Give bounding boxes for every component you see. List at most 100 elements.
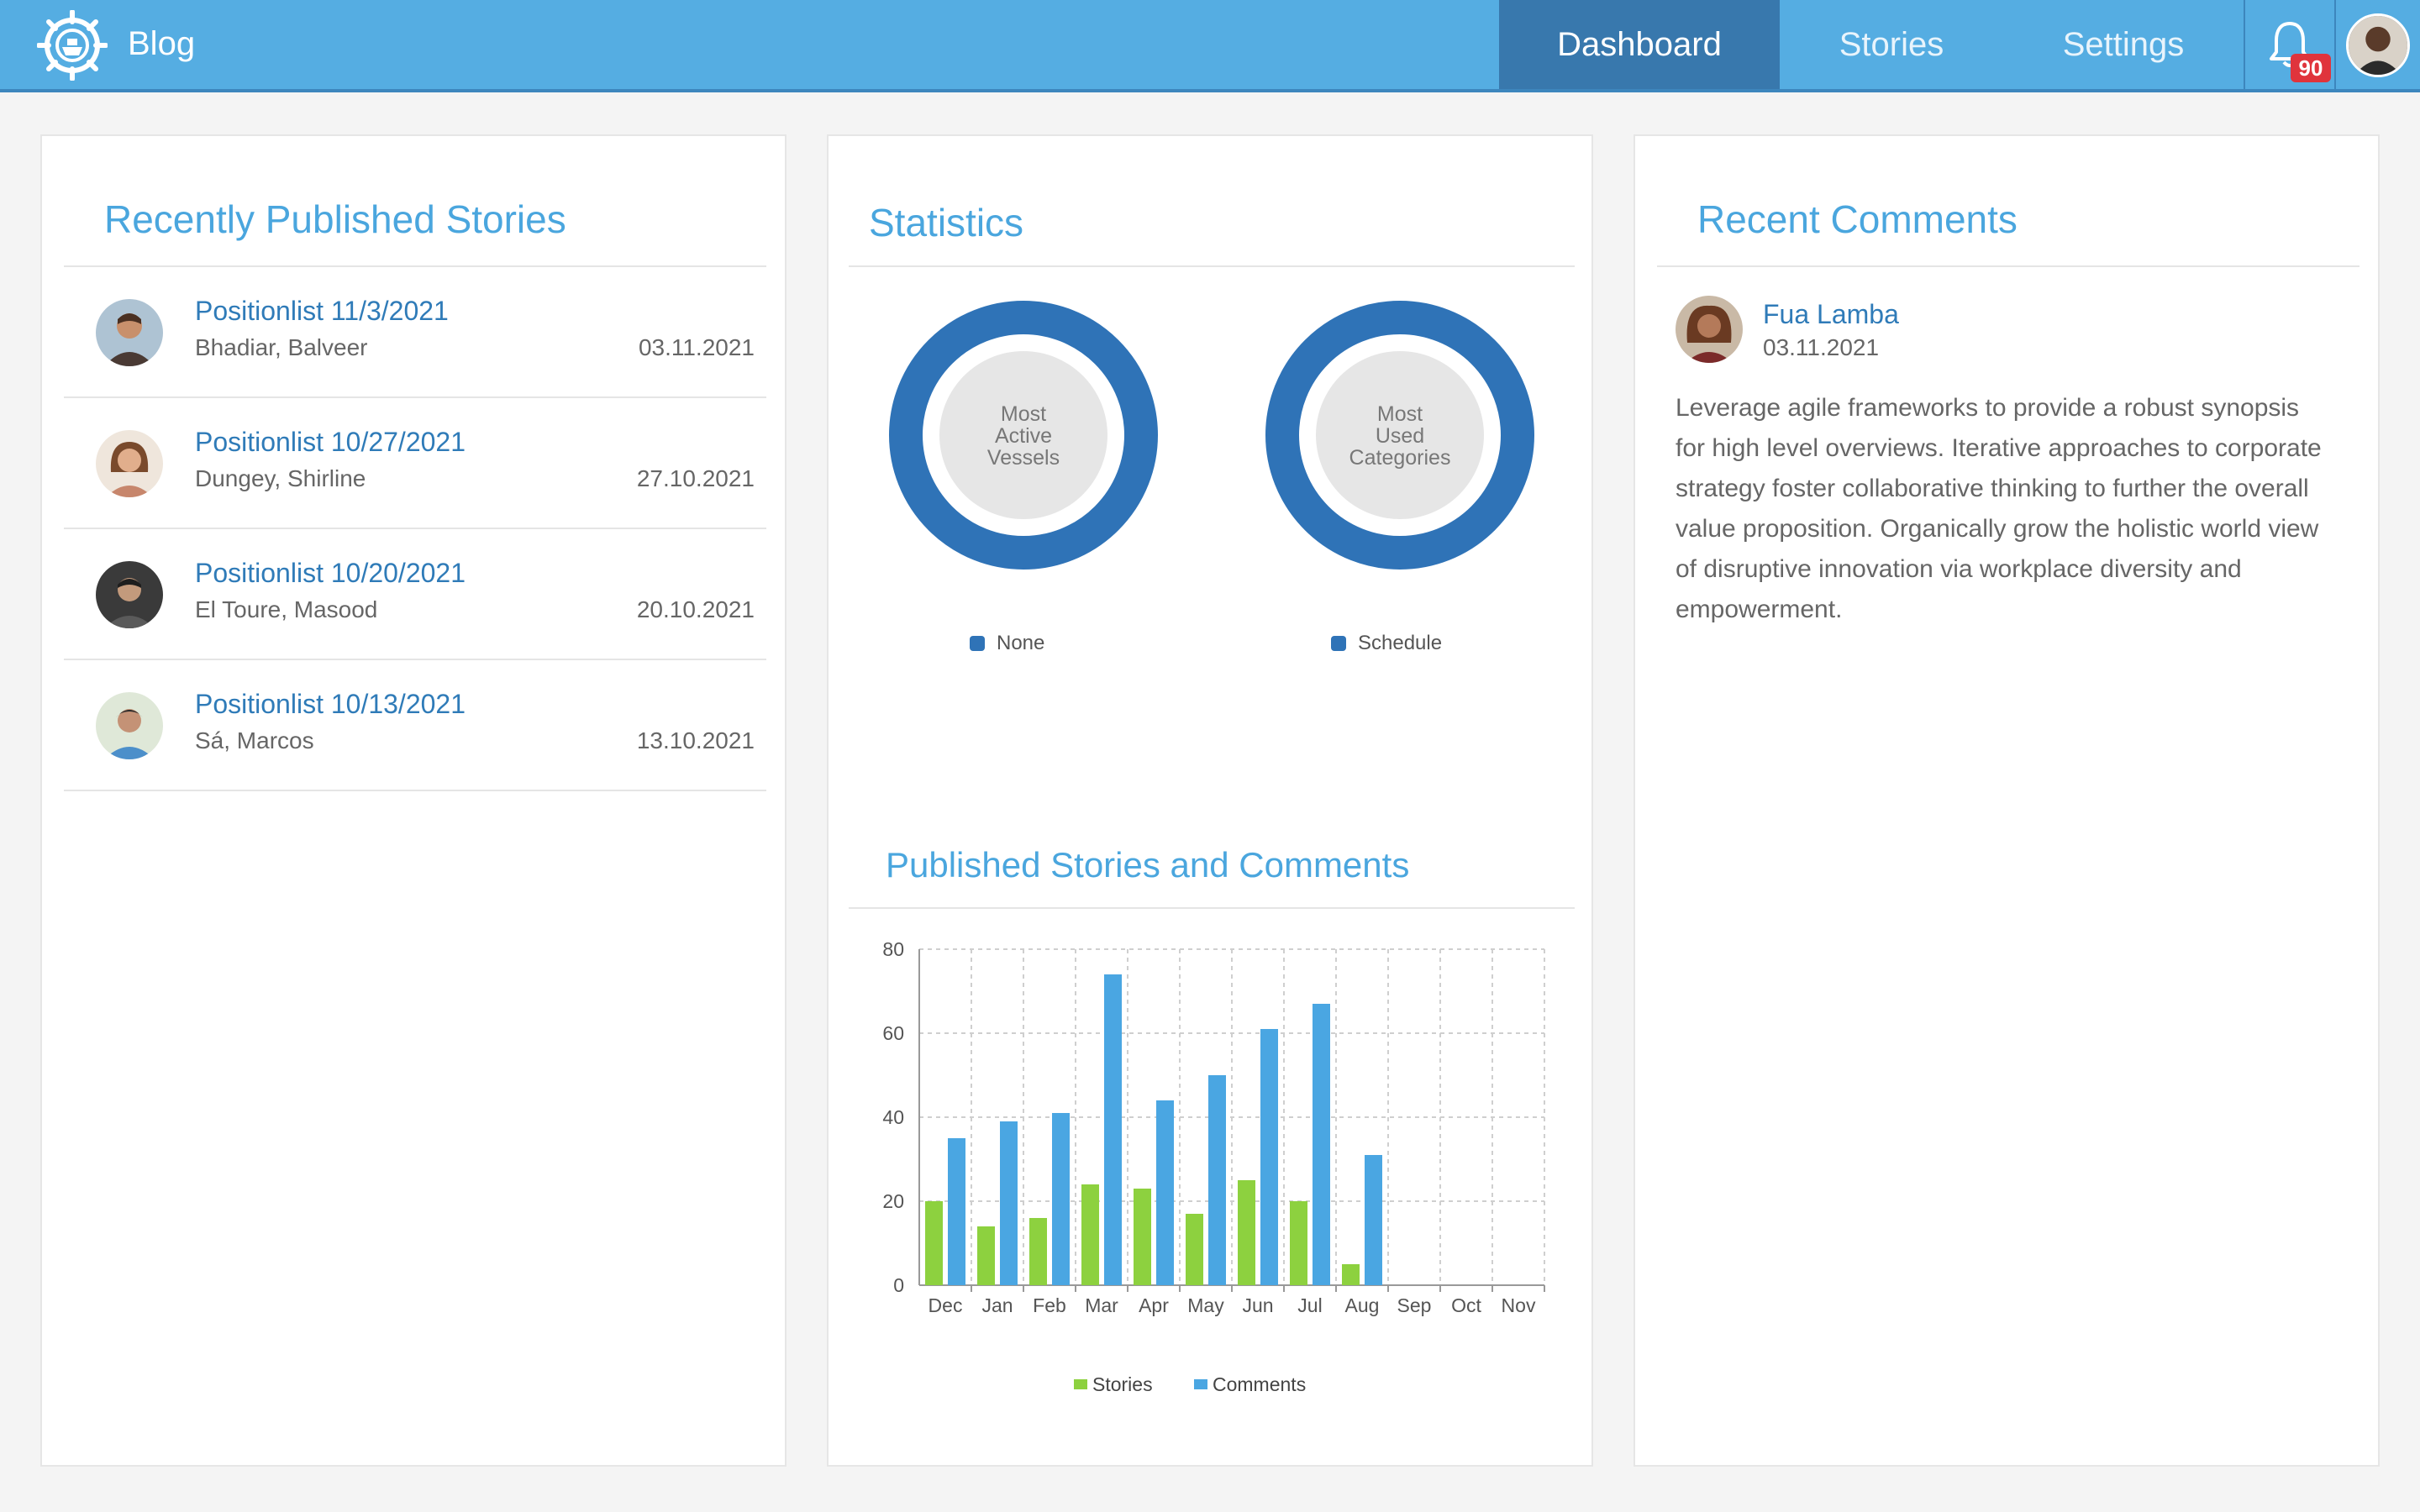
title-divider	[849, 907, 1575, 909]
recent-stories-title: Recently Published Stories	[104, 197, 566, 241]
author-avatar	[96, 430, 163, 497]
donut-center-label: Most Used Categories	[1307, 403, 1492, 469]
comment-author[interactable]: Fua Lamba	[1763, 299, 1899, 329]
published-stories-comments-bar-chart: 0 20 40 60 80 Dec Jan Feb Mar Apr May Jun Jul Aug Sep O…	[882, 938, 1545, 1395]
story-title[interactable]: Positionlist 10/13/2021	[195, 689, 466, 719]
bar-stories-apr	[1134, 1189, 1151, 1285]
story-title[interactable]: Positionlist 10/27/2021	[195, 427, 466, 457]
x-tick-label: Sep	[1397, 1294, 1432, 1316]
bar-stories-feb	[1029, 1218, 1047, 1285]
legend-swatch	[1194, 1379, 1207, 1389]
statistics-title: Statistics	[869, 201, 1024, 244]
bar-stories-jul	[1290, 1201, 1307, 1285]
legend-label: Schedule	[1358, 632, 1443, 654]
x-tick-label: Mar	[1085, 1294, 1118, 1316]
x-tick-label: May	[1187, 1294, 1224, 1316]
x-tick-label: Feb	[1033, 1294, 1066, 1316]
author-avatar	[96, 561, 163, 628]
y-tick-label: 0	[893, 1274, 904, 1296]
story-title[interactable]: Positionlist 10/20/2021	[195, 558, 466, 588]
title-divider	[1657, 265, 2360, 267]
x-tick-label: Jan	[981, 1294, 1013, 1316]
x-tick-label: Nov	[1502, 1294, 1536, 1316]
story-date: 13.10.2021	[636, 727, 755, 753]
donut-label-line: Categories	[1349, 446, 1451, 470]
legend-swatch	[1074, 1379, 1087, 1389]
bar-stories-may	[1186, 1214, 1203, 1285]
recent-stories-panel: Recently Published Stories Positionlist …	[40, 134, 786, 1467]
story-date: 03.11.2021	[638, 334, 755, 360]
donut-chart-most-used-categories[interactable]	[1264, 299, 1536, 571]
story-date: 27.10.2021	[636, 465, 755, 491]
author-avatar	[96, 692, 163, 759]
ship-wheel-logo-icon[interactable]	[37, 10, 108, 81]
donut-label-line: Active	[994, 424, 1053, 448]
x-tick-label: Apr	[1139, 1294, 1169, 1316]
nav-tab-settings[interactable]: Settings	[2062, 25, 2185, 63]
y-tick-label: 60	[882, 1022, 904, 1044]
story-list-item[interactable]: Positionlist 10/13/2021 Sá, Marcos 13.10…	[64, 660, 766, 791]
user-avatar-image	[2349, 16, 2407, 75]
author-avatar	[96, 299, 163, 366]
x-tick-label: Dec	[929, 1294, 963, 1316]
y-tick-label: 80	[882, 938, 904, 960]
story-date: 20.10.2021	[636, 596, 755, 622]
nav-tab-stories[interactable]: Stories	[1839, 25, 1944, 63]
donut-label-line: Vessels	[986, 446, 1060, 470]
story-author: Sá, Marcos	[195, 727, 314, 753]
story-title[interactable]: Positionlist 11/3/2021	[195, 296, 449, 326]
story-author: Bhadiar, Balveer	[195, 334, 368, 360]
legend-label: None	[997, 632, 1045, 654]
bar-stories-mar	[1081, 1184, 1099, 1285]
donut-label-line: Most	[1376, 402, 1423, 426]
donut-legend-none[interactable]: None	[970, 632, 1044, 655]
bar-stories-dec	[925, 1201, 943, 1285]
donut-center-label: Most Active Vessels	[931, 403, 1116, 469]
donut-label-line: Used	[1375, 424, 1425, 448]
bar-comments-aug	[1365, 1155, 1382, 1285]
legend-label-stories: Stories	[1092, 1373, 1153, 1395]
x-tick-label: Jul	[1297, 1294, 1322, 1316]
y-tick-label: 20	[882, 1190, 904, 1212]
donut-legend-schedule[interactable]: Schedule	[1331, 632, 1442, 655]
recent-comments-title: Recent Comments	[1697, 197, 2018, 241]
comment-text: Leverage agile frameworks to provide a r…	[1676, 394, 2322, 623]
story-list-item[interactable]: Positionlist 11/3/2021 Bhadiar, Balveer …	[64, 267, 766, 398]
x-tick-label: Aug	[1345, 1294, 1380, 1316]
notification-badge: 90	[2291, 54, 2331, 82]
donut-label-line: Most	[1000, 402, 1047, 426]
story-author: Dungey, Shirline	[195, 465, 366, 491]
legend-swatch	[970, 636, 985, 651]
recent-comments-panel: Recent Comments	[1634, 134, 2380, 1467]
comment-date: 03.11.2021	[1763, 334, 1880, 360]
bar-comments-jan	[1000, 1121, 1018, 1285]
bar-comments-jul	[1313, 1004, 1330, 1285]
nav-tab-dashboard[interactable]: Dashboard	[1499, 0, 1780, 89]
donut-chart-most-active-vessels[interactable]	[887, 299, 1160, 571]
bar-comments-feb	[1052, 1113, 1070, 1285]
story-author: El Toure, Masood	[195, 596, 378, 622]
bar-stories-jun	[1238, 1180, 1255, 1285]
bar-comments-may	[1208, 1075, 1226, 1285]
x-tick-label: Oct	[1451, 1294, 1481, 1316]
user-avatar[interactable]	[2346, 13, 2410, 77]
bar-comments-mar	[1104, 974, 1122, 1285]
legend-swatch	[1331, 636, 1346, 651]
title-divider	[849, 265, 1575, 267]
bar-comments-dec	[948, 1138, 965, 1285]
brand-title[interactable]: Blog	[128, 25, 196, 62]
commenter-avatar	[1676, 296, 1743, 363]
bar-comments-jun	[1260, 1029, 1278, 1285]
nav-divider	[2244, 0, 2245, 89]
x-tick-label: Jun	[1242, 1294, 1273, 1316]
story-list-item[interactable]: Positionlist 10/27/2021 Dungey, Shirline…	[64, 398, 766, 529]
legend-label-comments: Comments	[1213, 1373, 1306, 1395]
top-navbar: Blog Dashboard Stories Settings 90	[0, 0, 2420, 92]
bar-stories-jan	[977, 1226, 995, 1285]
bar-comments-apr	[1156, 1100, 1174, 1285]
y-tick-label: 40	[882, 1106, 904, 1128]
published-chart-title: Published Stories and Comments	[886, 845, 1410, 885]
nav-divider	[2334, 0, 2336, 89]
story-list-item[interactable]: Positionlist 10/20/2021 El Toure, Masood…	[64, 529, 766, 660]
title-divider	[64, 265, 766, 267]
